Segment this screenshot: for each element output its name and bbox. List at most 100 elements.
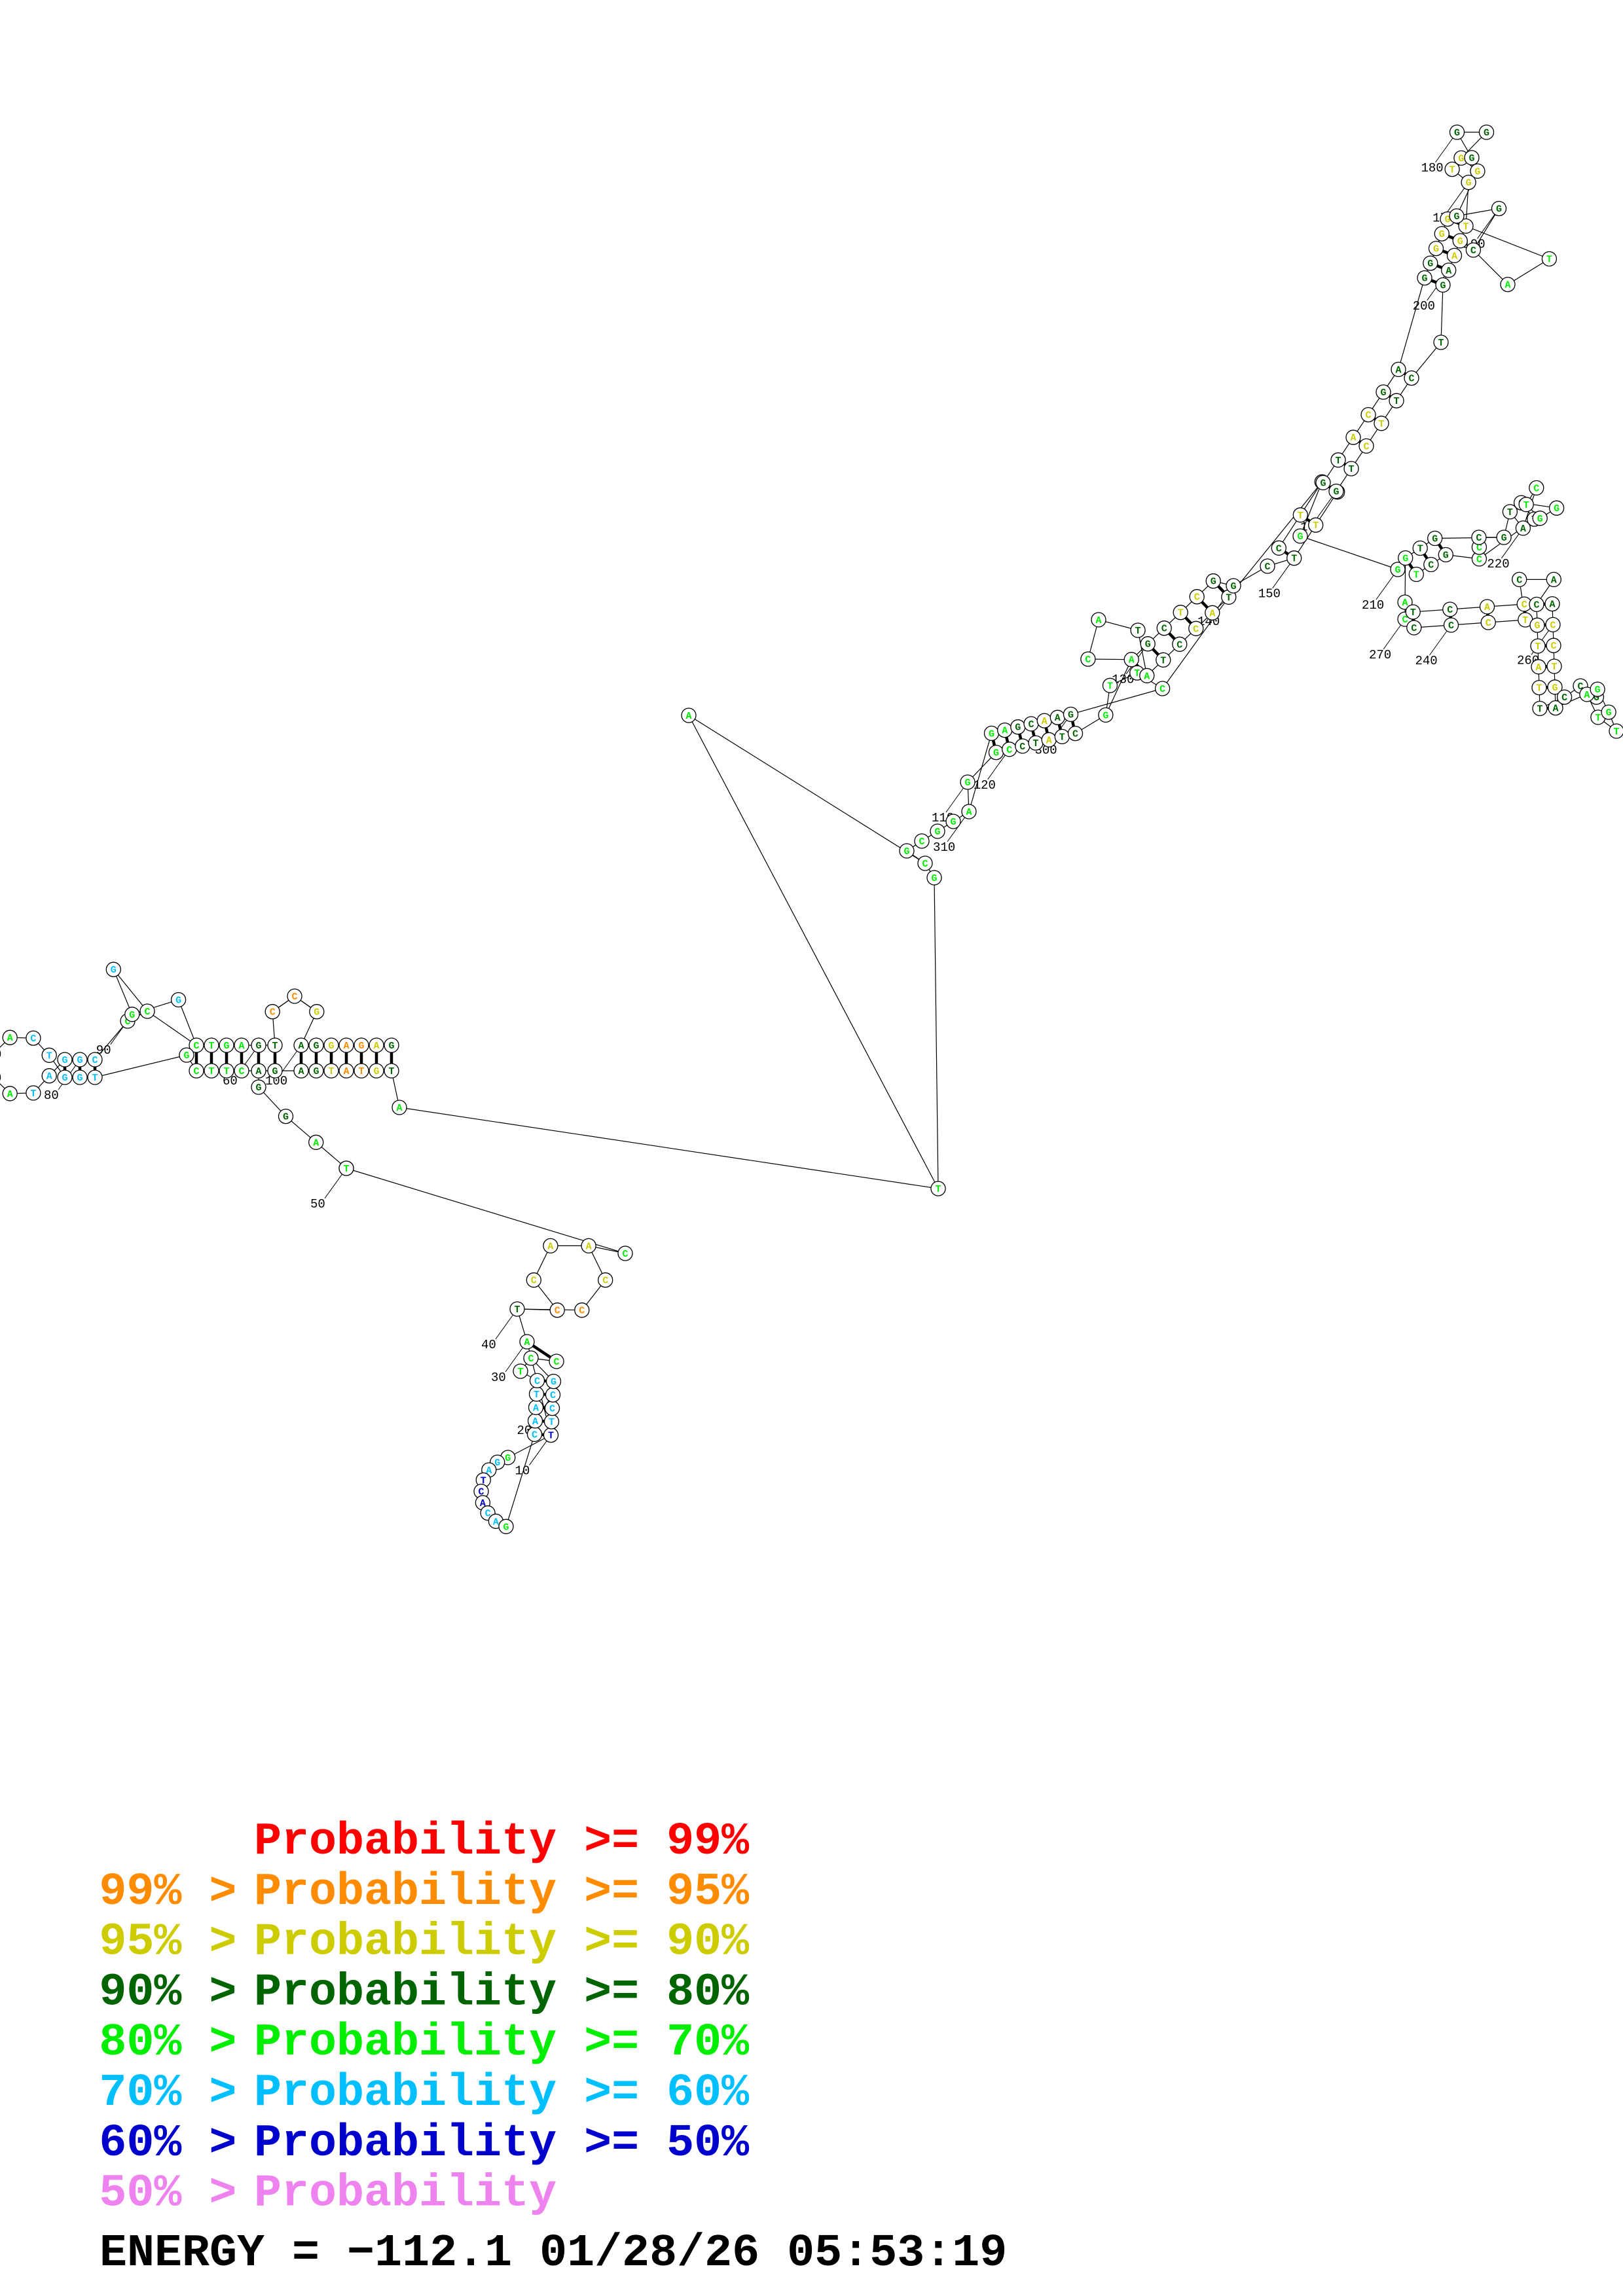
svg-text:C: C [193, 1066, 199, 1077]
svg-text:G: G [1427, 259, 1433, 270]
svg-text:A: A [493, 1516, 499, 1528]
svg-text:A: A [238, 1041, 244, 1052]
svg-text:A: A [966, 807, 972, 818]
svg-text:C: C [1363, 441, 1369, 452]
svg-text:C: C [1159, 684, 1165, 695]
svg-text:G: G [1103, 710, 1108, 721]
svg-text:G: G [62, 1073, 67, 1084]
svg-text:G: G [989, 728, 994, 740]
svg-text:A: A [1451, 251, 1457, 262]
svg-text:T: T [1463, 221, 1468, 232]
svg-text:C: C [1561, 692, 1567, 704]
svg-text:T: T [1348, 464, 1354, 475]
svg-text:G: G [77, 1073, 82, 1084]
svg-text:A: A [1350, 433, 1356, 444]
svg-text:G: G [1606, 708, 1612, 719]
svg-text:T: T [1523, 500, 1529, 511]
svg-text:G: G [1484, 128, 1489, 139]
svg-text:C: C [1516, 575, 1522, 586]
svg-text:C: C [528, 1354, 534, 1365]
svg-text:G: G [1297, 531, 1303, 543]
svg-text:50% >: 50% > [99, 2168, 236, 2220]
svg-text:T: T [1613, 726, 1619, 738]
svg-text:C: C [1019, 742, 1025, 753]
svg-text:A: A [1584, 690, 1590, 701]
svg-text:C: C [1365, 410, 1371, 422]
svg-text:G: G [1320, 478, 1326, 489]
svg-text:10: 10 [515, 1464, 530, 1479]
svg-text:C: C [919, 836, 924, 848]
svg-text:T: T [1413, 570, 1419, 581]
svg-text:G: G [503, 1522, 509, 1533]
svg-text:A: A [1002, 726, 1008, 737]
svg-text:G: G [964, 778, 970, 789]
svg-text:180: 180 [1421, 161, 1444, 175]
svg-text:G: G [255, 1041, 261, 1052]
svg-text:C: C [555, 1306, 560, 1317]
svg-text:G: G [1496, 204, 1502, 215]
svg-text:T: T [30, 1088, 36, 1100]
svg-text:G: G [183, 1050, 189, 1062]
svg-text:T: T [1536, 683, 1542, 694]
svg-text:T: T [1226, 592, 1231, 603]
svg-text:G: G [1440, 280, 1446, 291]
svg-text:A: A [1046, 735, 1052, 746]
svg-text:70% >: 70% > [99, 2068, 236, 2119]
svg-text:A: A [1552, 704, 1558, 715]
svg-text:T: T [272, 1041, 278, 1052]
svg-text:T: T [1378, 419, 1384, 430]
svg-text:G: G [129, 1010, 135, 1021]
svg-text:C: C [1476, 554, 1482, 565]
svg-text:50: 50 [310, 1197, 325, 1211]
svg-text:G: G [283, 1112, 289, 1123]
svg-text:A: A [343, 1066, 349, 1077]
svg-text:G: G [1395, 565, 1400, 576]
svg-text:G: G [1534, 620, 1540, 632]
svg-text:G: G [505, 1453, 511, 1464]
svg-text:G: G [1537, 514, 1543, 525]
svg-text:A: A [373, 1041, 379, 1052]
svg-text:C: C [532, 1429, 538, 1441]
svg-text:T: T [1417, 544, 1423, 555]
svg-text:T: T [1537, 704, 1542, 715]
svg-text:T: T [1160, 655, 1166, 666]
svg-text:A: A [524, 1337, 530, 1348]
svg-text:C: C [1522, 600, 1527, 611]
svg-text:C: C [1072, 729, 1078, 740]
svg-text:T: T [46, 1050, 52, 1062]
svg-text:G: G [111, 965, 117, 976]
svg-text:A: A [1551, 575, 1557, 586]
svg-text:G: G [1457, 236, 1463, 247]
svg-text:270: 270 [1369, 648, 1391, 662]
svg-text:T: T [514, 1304, 520, 1316]
svg-text:G: G [1595, 685, 1601, 696]
svg-text:T: T [208, 1066, 214, 1077]
svg-text:A: A [533, 1403, 539, 1414]
svg-text:T: T [1134, 668, 1140, 679]
svg-text:G: G [931, 873, 937, 884]
svg-text:G: G [1421, 274, 1427, 285]
svg-text:G: G [1552, 683, 1558, 694]
svg-text:C: C [1194, 592, 1200, 603]
svg-text:220: 220 [1487, 557, 1509, 571]
svg-text:C: C [1447, 605, 1453, 616]
svg-text:C: C [1476, 533, 1482, 544]
svg-text:210: 210 [1362, 598, 1384, 613]
svg-text:G: G [1453, 211, 1459, 223]
svg-text:A: A [1549, 600, 1555, 611]
svg-text:60% >: 60% > [99, 2118, 236, 2170]
svg-text:A: A [396, 1103, 402, 1114]
svg-text:ENERGY = −112.1 01/28/26 05:: ENERGY = −112.1 01/28/26 05:53:19 [100, 2228, 1007, 2280]
svg-text:A: A [343, 1041, 349, 1052]
svg-text:T: T [548, 1431, 554, 1442]
svg-text:Probability >= 60%: Probability >= 60% [254, 2068, 750, 2119]
svg-text:G: G [313, 1066, 319, 1077]
svg-text:G: G [255, 1083, 261, 1094]
svg-text:80% >: 80% > [99, 2017, 236, 2069]
svg-text:G: G [1474, 166, 1480, 177]
svg-text:G: G [272, 1066, 278, 1077]
svg-text:95% >: 95% > [99, 1917, 236, 1969]
svg-text:G: G [1211, 577, 1216, 588]
svg-text:C: C [1428, 560, 1434, 571]
svg-text:240: 240 [1415, 654, 1438, 668]
